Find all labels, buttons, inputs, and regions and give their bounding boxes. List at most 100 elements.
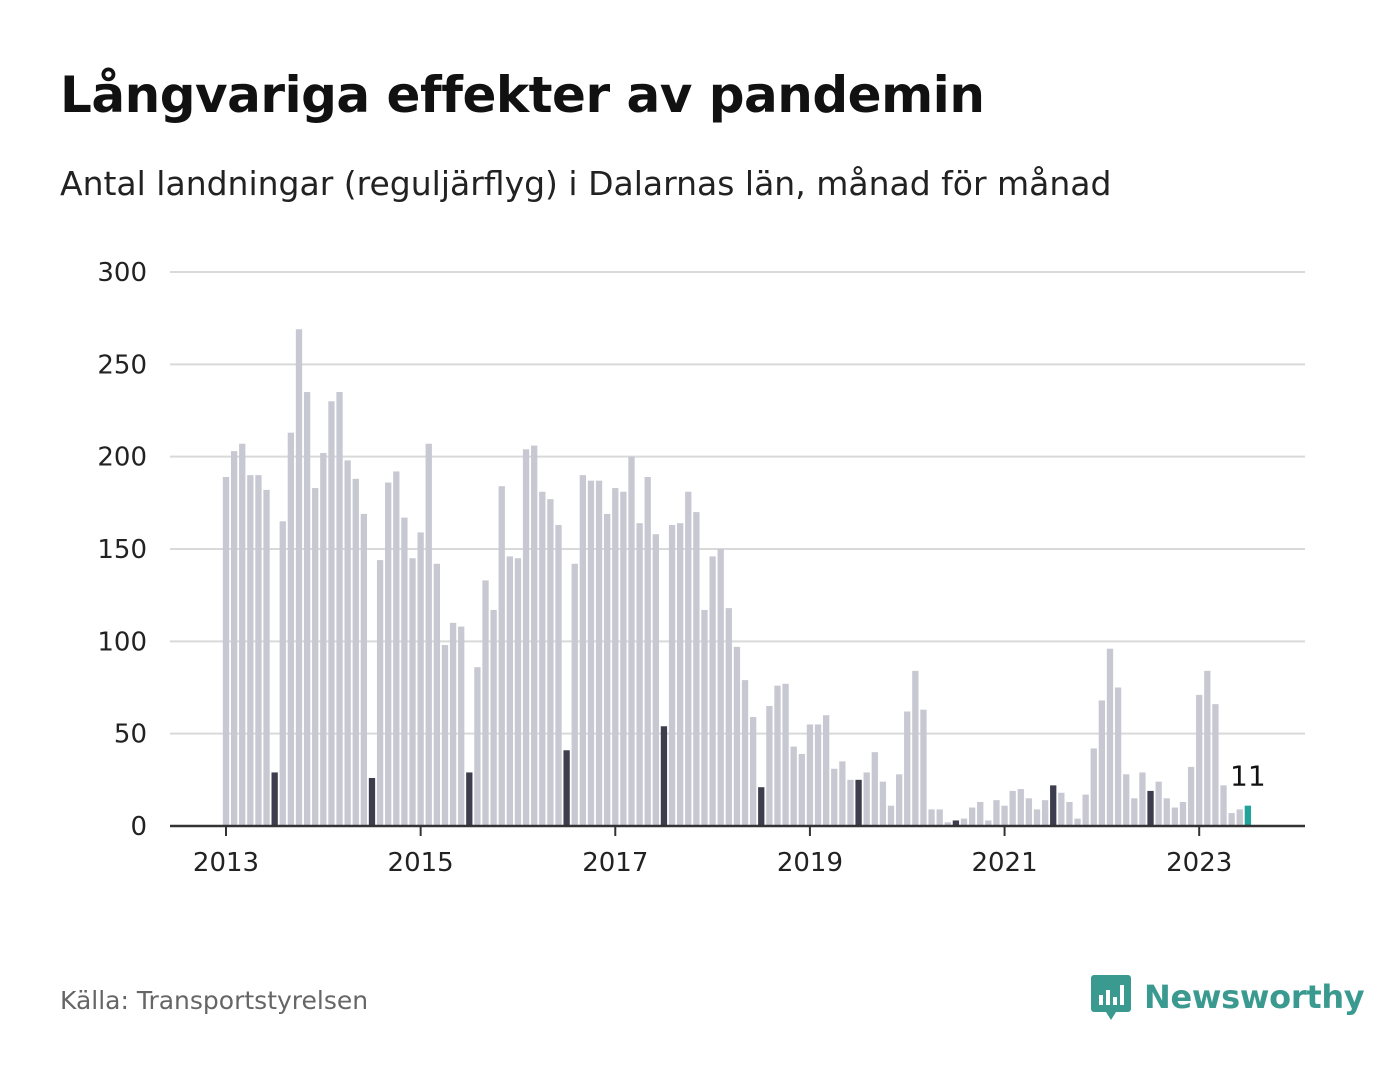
bar[interactable] (1147, 790, 1154, 826)
bar[interactable] (1179, 801, 1187, 826)
bar[interactable] (904, 711, 911, 826)
bar[interactable] (279, 521, 286, 826)
bar[interactable] (571, 563, 578, 826)
bar[interactable] (847, 779, 854, 826)
bar[interactable] (985, 820, 992, 826)
bar[interactable] (1236, 809, 1243, 826)
bar[interactable] (466, 772, 473, 826)
bar[interactable] (1171, 807, 1179, 826)
bar[interactable] (895, 774, 903, 826)
bar[interactable] (831, 768, 838, 826)
bar[interactable] (701, 609, 708, 826)
bar[interactable] (271, 772, 278, 826)
bar[interactable] (1066, 801, 1073, 826)
bar[interactable] (425, 443, 432, 826)
bar[interactable] (750, 717, 757, 826)
newsworthy-logo[interactable]: Newsworthy (1090, 972, 1365, 1022)
bar[interactable] (230, 451, 238, 826)
bar[interactable] (1196, 694, 1203, 826)
bar[interactable] (393, 471, 400, 826)
bar[interactable] (741, 680, 749, 826)
bar[interactable] (401, 517, 408, 826)
bar[interactable] (879, 781, 887, 826)
bar[interactable] (774, 685, 781, 826)
bar[interactable] (1033, 809, 1041, 826)
bar[interactable] (1204, 670, 1211, 826)
bar[interactable] (303, 392, 311, 826)
bar[interactable] (644, 476, 651, 826)
bar[interactable] (595, 480, 603, 826)
bar[interactable] (555, 524, 562, 826)
bar[interactable] (1001, 805, 1008, 826)
bar[interactable] (814, 724, 822, 826)
bar[interactable] (376, 560, 384, 826)
bar[interactable] (320, 452, 327, 826)
bar[interactable] (385, 482, 392, 826)
bar[interactable] (360, 513, 368, 826)
bar[interactable] (839, 761, 846, 826)
bar[interactable] (685, 491, 692, 826)
bar[interactable] (539, 491, 546, 826)
bar[interactable] (522, 449, 530, 826)
bar[interactable] (912, 670, 919, 826)
bar[interactable] (1123, 774, 1130, 826)
bar[interactable] (1163, 798, 1170, 826)
bar[interactable] (336, 392, 343, 826)
bar[interactable] (758, 787, 765, 826)
bar[interactable] (287, 432, 295, 826)
bar[interactable] (1090, 748, 1097, 826)
bar[interactable] (563, 750, 570, 826)
bar[interactable] (1212, 704, 1219, 826)
bar[interactable] (255, 475, 262, 826)
bar[interactable] (547, 499, 554, 826)
bar[interactable] (628, 456, 635, 826)
bar[interactable] (295, 329, 303, 826)
bar[interactable] (514, 558, 522, 826)
bar[interactable] (247, 475, 254, 826)
bar[interactable] (449, 622, 457, 826)
bar[interactable] (498, 486, 505, 826)
bar[interactable] (1244, 805, 1252, 826)
bar[interactable] (222, 476, 230, 826)
bar[interactable] (344, 460, 351, 826)
bar[interactable] (1187, 766, 1195, 826)
bar[interactable] (790, 746, 797, 826)
bar[interactable] (806, 724, 814, 826)
bar[interactable] (693, 512, 700, 826)
bar[interactable] (579, 475, 586, 826)
bar[interactable] (352, 478, 359, 826)
bar[interactable] (312, 488, 319, 826)
bar[interactable] (1114, 687, 1122, 827)
bar[interactable] (1155, 781, 1162, 826)
bar[interactable] (677, 523, 684, 826)
bar[interactable] (1106, 648, 1114, 826)
bar[interactable] (441, 645, 449, 826)
bar[interactable] (1058, 792, 1065, 826)
bar[interactable] (822, 715, 830, 826)
bar[interactable] (733, 646, 741, 826)
bar[interactable] (652, 534, 659, 826)
bar[interactable] (1009, 790, 1016, 826)
bar[interactable] (668, 524, 676, 826)
bar[interactable] (1139, 772, 1146, 826)
bar[interactable] (993, 800, 1000, 826)
bar[interactable] (417, 532, 424, 826)
bar[interactable] (798, 753, 805, 826)
bar[interactable] (1098, 700, 1106, 826)
bar[interactable] (636, 523, 643, 826)
bar[interactable] (490, 609, 497, 826)
bar[interactable] (1131, 798, 1138, 826)
bar[interactable] (587, 480, 595, 826)
bar[interactable] (782, 683, 789, 826)
bar[interactable] (717, 549, 724, 826)
bar[interactable] (660, 726, 668, 826)
bar[interactable] (709, 556, 716, 826)
bar[interactable] (1082, 794, 1089, 826)
bar[interactable] (368, 777, 376, 826)
bar[interactable] (887, 805, 895, 826)
bar[interactable] (871, 752, 878, 826)
bar[interactable] (960, 818, 968, 826)
bar[interactable] (482, 580, 489, 826)
bar[interactable] (1228, 813, 1235, 826)
bar[interactable] (433, 563, 441, 826)
